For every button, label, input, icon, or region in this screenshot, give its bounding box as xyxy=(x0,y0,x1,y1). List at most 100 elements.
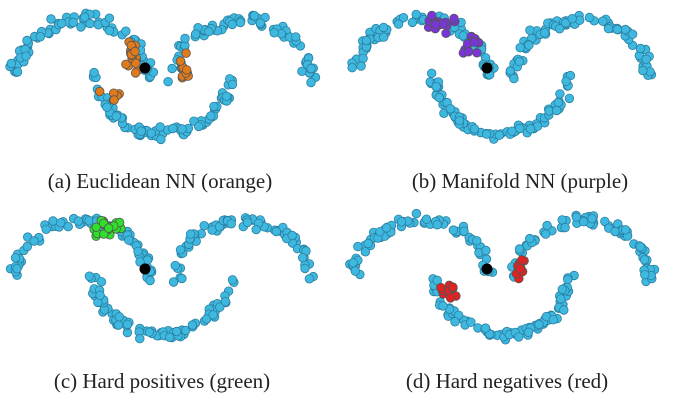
data-point xyxy=(432,220,442,230)
data-point xyxy=(73,216,84,226)
data-point xyxy=(541,229,551,239)
panel-c-anchor xyxy=(139,263,151,275)
panel-b-anchor xyxy=(481,62,493,74)
data-point xyxy=(227,79,238,90)
data-point xyxy=(6,58,17,69)
panel-a-points xyxy=(5,8,321,145)
data-point xyxy=(135,333,145,344)
data-point xyxy=(411,208,422,219)
data-point xyxy=(306,77,316,88)
data-point xyxy=(177,124,187,134)
data-point xyxy=(347,62,357,73)
highlight-point xyxy=(181,65,192,75)
data-point xyxy=(578,216,589,227)
data-point xyxy=(227,275,238,285)
data-point xyxy=(523,327,534,338)
panel-c-highlight-points xyxy=(89,215,126,241)
data-point xyxy=(620,225,631,235)
panel-a-highlight-points xyxy=(94,37,193,105)
data-point xyxy=(481,129,492,139)
data-point xyxy=(215,302,225,312)
data-point xyxy=(79,12,90,22)
data-point xyxy=(561,18,571,28)
panel-b-caption: (b) Manifold NN (purple) xyxy=(412,169,628,193)
data-point xyxy=(180,33,190,44)
data-point xyxy=(269,28,279,38)
highlight-point xyxy=(463,47,474,57)
data-point xyxy=(360,247,371,257)
panel-b-highlight-points xyxy=(423,10,484,58)
data-point xyxy=(427,68,437,79)
data-point xyxy=(144,327,155,337)
data-point xyxy=(168,277,179,287)
data-point xyxy=(145,275,155,286)
data-point xyxy=(542,220,552,231)
data-point xyxy=(242,217,253,228)
data-point xyxy=(459,226,469,236)
data-point xyxy=(379,32,389,42)
panel-d-points xyxy=(345,208,660,345)
data-point xyxy=(226,219,237,229)
data-point xyxy=(548,315,559,325)
data-point xyxy=(89,67,99,78)
highlight-point xyxy=(436,282,446,293)
highlight-point xyxy=(448,282,458,292)
panel-a: (a) Euclidean NN (orange) xyxy=(5,8,321,193)
data-point xyxy=(361,35,372,46)
highlight-point xyxy=(175,56,186,66)
data-point xyxy=(509,73,519,84)
data-point xyxy=(450,317,460,327)
data-point xyxy=(156,134,166,145)
highlight-point xyxy=(130,68,141,78)
data-point xyxy=(398,13,409,23)
data-point xyxy=(627,29,638,39)
highlight-point xyxy=(181,48,191,58)
data-point xyxy=(567,14,577,24)
panel-b-points xyxy=(347,9,657,144)
data-point xyxy=(104,26,115,36)
data-point xyxy=(363,238,373,249)
anchor-point xyxy=(139,62,151,74)
data-point xyxy=(111,111,122,121)
data-point xyxy=(350,266,361,276)
data-point xyxy=(271,226,282,237)
data-point xyxy=(167,63,177,74)
data-point xyxy=(481,245,491,256)
data-point xyxy=(575,15,585,25)
panel-c-caption: (c) Hard positives (green) xyxy=(54,369,270,393)
data-point xyxy=(10,253,21,263)
data-point xyxy=(466,317,476,327)
data-point xyxy=(534,319,544,330)
data-point xyxy=(175,245,186,255)
data-point xyxy=(555,89,565,99)
panel-a-anchor xyxy=(139,62,151,74)
data-point xyxy=(21,51,31,61)
panel-d-highlight-points xyxy=(436,255,529,303)
panel-c: (c) Hard positives (green) xyxy=(5,213,318,393)
data-point xyxy=(121,26,131,36)
data-point xyxy=(560,222,570,233)
data-point xyxy=(610,226,620,237)
data-point xyxy=(46,14,56,24)
data-point xyxy=(55,218,66,228)
data-point xyxy=(612,24,623,35)
highlight-point xyxy=(130,46,140,57)
data-point xyxy=(553,97,564,108)
data-point xyxy=(598,16,608,26)
data-point xyxy=(220,297,231,307)
data-point xyxy=(12,264,22,274)
highlight-point xyxy=(94,86,105,97)
data-point xyxy=(556,294,566,304)
data-point xyxy=(85,18,95,29)
highlight-point xyxy=(121,59,131,70)
data-point xyxy=(353,241,363,252)
data-point xyxy=(135,257,145,267)
data-point xyxy=(35,32,46,42)
panel-d: (d) Hard negatives (red) xyxy=(345,208,660,393)
data-point xyxy=(641,54,651,65)
data-point xyxy=(524,40,534,50)
data-point xyxy=(114,312,125,322)
data-point xyxy=(164,332,175,343)
data-point xyxy=(155,122,165,132)
